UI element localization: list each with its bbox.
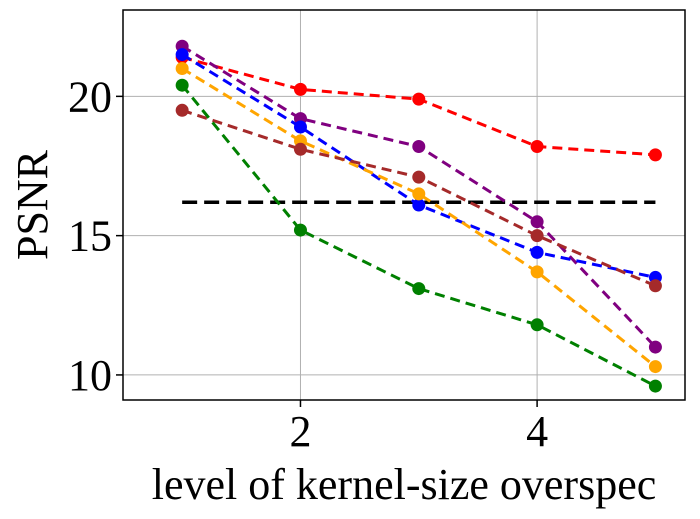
tick-layer: 2 4 10 15 20: [68, 72, 548, 456]
data-point-green: [175, 78, 189, 92]
data-point-blue: [293, 120, 307, 134]
grid-lines: [123, 10, 685, 400]
data-point-red: [412, 92, 426, 106]
data-point-green: [648, 379, 662, 393]
data-point-red: [530, 140, 544, 153]
data-point-purple: [530, 215, 544, 229]
series-red: [175, 50, 662, 162]
x-axis-label: level of kernel-size overspec: [152, 460, 657, 509]
series-green: [175, 78, 662, 393]
x-tick-label: 2: [289, 407, 311, 456]
y-axis-label: PSNR: [8, 149, 57, 260]
data-point-brown: [412, 170, 426, 184]
data-point-brown: [175, 103, 189, 117]
data-point-orange: [530, 265, 544, 279]
series-brown: [175, 103, 662, 293]
data-point-orange: [648, 360, 662, 374]
series-line-orange: [181, 67, 657, 368]
data-point-red: [648, 148, 662, 162]
data-point-brown: [648, 279, 662, 293]
y-tick-label: 15: [68, 212, 112, 261]
x-tick-label: 4: [526, 407, 548, 456]
data-point-purple: [412, 140, 426, 153]
data-point-green: [530, 318, 544, 332]
data-point-blue: [175, 48, 189, 62]
data-point-brown: [293, 142, 307, 156]
data-point-orange: [175, 62, 189, 75]
data-point-green: [412, 282, 426, 296]
data-point-blue: [412, 198, 426, 212]
data-point-red: [293, 82, 307, 96]
data-point-brown: [530, 229, 544, 243]
series-line-green: [180, 84, 657, 388]
data-point-blue: [530, 245, 544, 259]
y-tick-label: 20: [68, 72, 112, 121]
plot-frame: [122, 9, 686, 401]
data-point-green: [293, 223, 307, 237]
y-tick-label: 10: [68, 351, 112, 400]
series-layer: [175, 39, 662, 393]
data-point-orange: [412, 187, 426, 201]
data-point-purple: [648, 340, 662, 354]
series-orange: [175, 62, 662, 374]
